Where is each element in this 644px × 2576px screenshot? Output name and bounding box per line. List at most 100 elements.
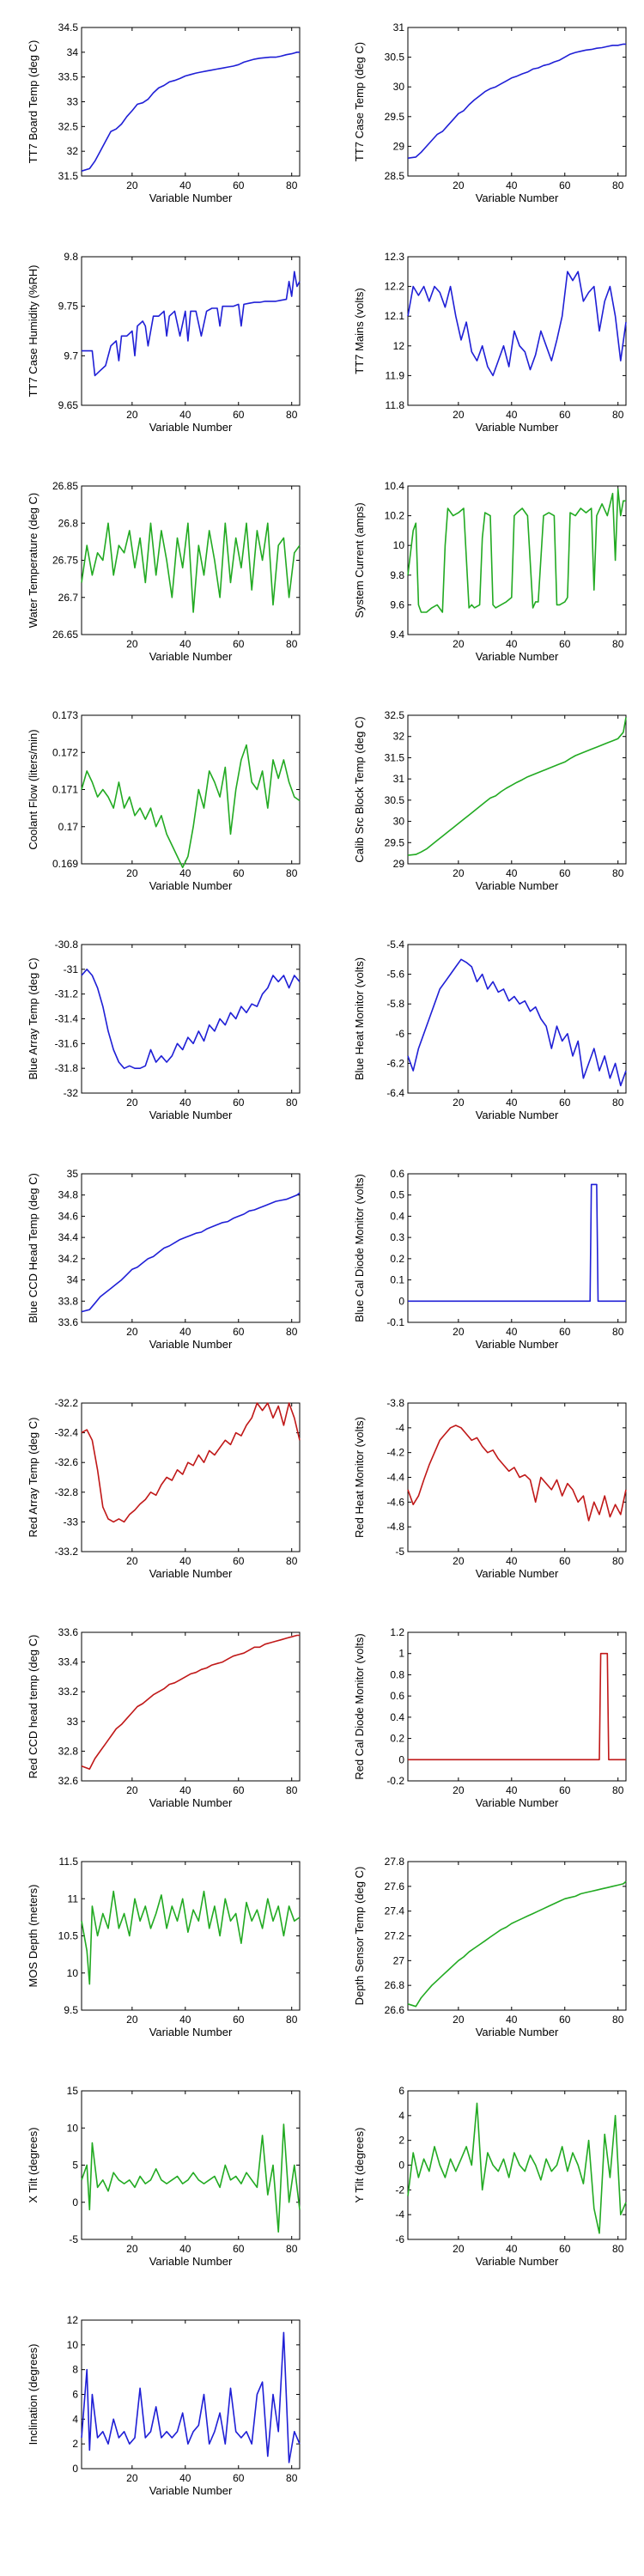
x-tick-label: 40: [506, 1326, 518, 1338]
x-tick-label: 80: [286, 867, 298, 879]
y-tick-label: 33.8: [58, 1295, 79, 1307]
y-tick-label: 34.8: [58, 1189, 79, 1201]
chart-red-ccd-head-temp: 32.6 32.8 33 33.2 33.4 33.6 20 40 60 80 Variable N…: [27, 1626, 301, 1809]
x-tick-label: 60: [233, 1784, 245, 1796]
y-tick-label: -33.2: [55, 1546, 79, 1558]
chart-red-array-temp: -33.2 -33 -32.8 -32.6 -32.4 -32.2 20 40 60 80 Vari…: [27, 1397, 301, 1580]
series-line: [81, 2331, 301, 2464]
x-tick-label: 80: [612, 638, 624, 650]
y-tick-label: 0: [398, 1295, 404, 1307]
y-tick-label: 29: [393, 140, 405, 152]
chart-system-current: 9.4 9.6 9.8 10 10.2 10.4 20 40 60 80 Variable Numb…: [353, 480, 627, 663]
y-tick-label: 10.2: [385, 510, 405, 522]
x-tick-label: 20: [126, 2472, 138, 2484]
x-tick-label: 80: [286, 409, 298, 421]
y-axis-label: Coolant Flow (liters/min): [27, 729, 39, 849]
chart-tt7-case-temp: 28.5 29 29.5 30 30.5 31 20 40 60 80 Variable Numbe…: [353, 21, 627, 204]
y-tick-label: 27.8: [385, 1856, 405, 1868]
y-tick-label: 0.4: [390, 1711, 404, 1723]
y-tick-label: 9.75: [58, 301, 79, 313]
plot-frame: [81, 944, 301, 1094]
chart-depth-sensor-temp: 26.6 26.8 27 27.2 27.4 27.6 27.8 20 40 60 80 Variab…: [353, 1856, 627, 2038]
y-tick-label: 11.9: [386, 369, 405, 381]
x-tick-label: 20: [453, 1555, 465, 1567]
y-tick-label: 10.4: [385, 480, 405, 492]
y-tick-label: 31: [393, 21, 405, 33]
x-tick-label: 20: [453, 1784, 465, 1796]
y-axis-label: Blue CCD Head Temp (deg C): [27, 1173, 39, 1323]
y-tick-label: 30.5: [385, 52, 405, 64]
y-tick-label: -0.2: [386, 1775, 404, 1787]
x-tick-label: 80: [612, 409, 624, 421]
x-tick-label: 80: [612, 2014, 624, 2026]
y-tick-label: 12: [393, 340, 405, 352]
series-line: [407, 270, 627, 377]
x-tick-label: 60: [233, 1097, 245, 1109]
plot-frame: [81, 1861, 301, 2011]
y-tick-label: 34.4: [58, 1231, 79, 1243]
y-tick-label: -2: [395, 2184, 404, 2196]
x-tick-label: 80: [612, 1097, 624, 1109]
chart-tt7-board-temp: 31.5 32 32.5 33 33.5 34 34.5 20 40 60 80 Variable N…: [27, 21, 301, 204]
y-tick-label: 30: [393, 81, 405, 93]
y-axis-label: Red Cal Diode Monitor (volts): [353, 1633, 366, 1780]
x-axis-label: Variable Number: [149, 1338, 233, 1351]
y-axis-label: Water Temperature (deg C): [27, 493, 39, 629]
y-tick-label: 34.5: [58, 21, 79, 33]
series-line: [407, 43, 626, 159]
x-tick-label: 20: [453, 409, 465, 421]
y-tick-label: 29.5: [385, 111, 405, 123]
plot-frame: [407, 944, 627, 1094]
plot-frame: [81, 1173, 301, 1323]
x-tick-label: 20: [453, 179, 465, 191]
x-tick-label: 40: [179, 2014, 191, 2026]
y-tick-label: 0.172: [52, 746, 78, 758]
y-tick-label: 0: [398, 1753, 404, 1765]
y-axis-label: Blue Heat Monitor (volts): [353, 957, 366, 1080]
x-tick-label: 40: [506, 1555, 518, 1567]
plot-frame: [407, 1402, 627, 1552]
y-axis-label: Red Array Temp (deg C): [27, 1418, 39, 1538]
y-tick-label: 27: [393, 1954, 405, 1966]
y-tick-label: -4: [395, 2208, 404, 2221]
y-tick-label: 0.4: [390, 1210, 404, 1222]
y-axis-label: TT7 Board Temp (deg C): [27, 40, 39, 164]
series-line: [81, 51, 300, 172]
y-tick-label: -6: [395, 1028, 404, 1040]
y-tick-label: -5: [395, 1546, 404, 1558]
y-tick-label: 27.6: [385, 1880, 405, 1893]
y-tick-label: -32.2: [55, 1397, 79, 1409]
y-tick-label: -31.6: [55, 1037, 79, 1049]
x-tick-label: 80: [286, 2243, 298, 2255]
y-tick-label: 0.5: [390, 1189, 404, 1201]
series-line: [408, 1652, 626, 1761]
chart-inclination: 0 2 4 6 8 10 12 20 40 60 80 Variable Number Inclinat…: [27, 2314, 301, 2497]
x-tick-label: 80: [286, 2472, 298, 2484]
y-tick-label: 1: [398, 1648, 404, 1660]
x-tick-label: 60: [559, 638, 571, 650]
y-tick-label: 0.6: [390, 1690, 404, 1702]
plot-frame: [81, 1402, 301, 1552]
chart-red-heat-monitor: -5 -4.8 -4.6 -4.4 -4.2 -4 -3.8 20 40 60 80 Variable…: [353, 1397, 627, 1580]
y-axis-label: Inclination (degrees): [27, 2344, 39, 2445]
y-tick-label: 29.5: [385, 836, 405, 848]
x-tick-label: 60: [559, 1555, 571, 1567]
y-tick-label: 0: [398, 2160, 404, 2172]
x-axis-label: Variable Number: [149, 2484, 233, 2497]
plot-frame: [81, 256, 301, 406]
y-tick-label: 12.3: [385, 251, 405, 263]
y-tick-label: 33: [67, 1716, 79, 1728]
x-axis-label: Variable Number: [149, 421, 233, 434]
y-tick-label: 9.65: [58, 399, 79, 411]
x-tick-label: 80: [612, 2243, 624, 2255]
series-line: [81, 2123, 301, 2233]
x-axis-label: Variable Number: [476, 2255, 559, 2268]
x-tick-label: 60: [233, 2472, 245, 2484]
x-tick-label: 60: [559, 409, 571, 421]
y-tick-label: -4.4: [386, 1472, 404, 1484]
series-line: [82, 270, 301, 377]
x-axis-label: Variable Number: [149, 879, 233, 892]
x-tick-label: 80: [612, 1784, 624, 1796]
x-tick-label: 60: [233, 409, 245, 421]
x-tick-label: 20: [453, 2243, 465, 2255]
